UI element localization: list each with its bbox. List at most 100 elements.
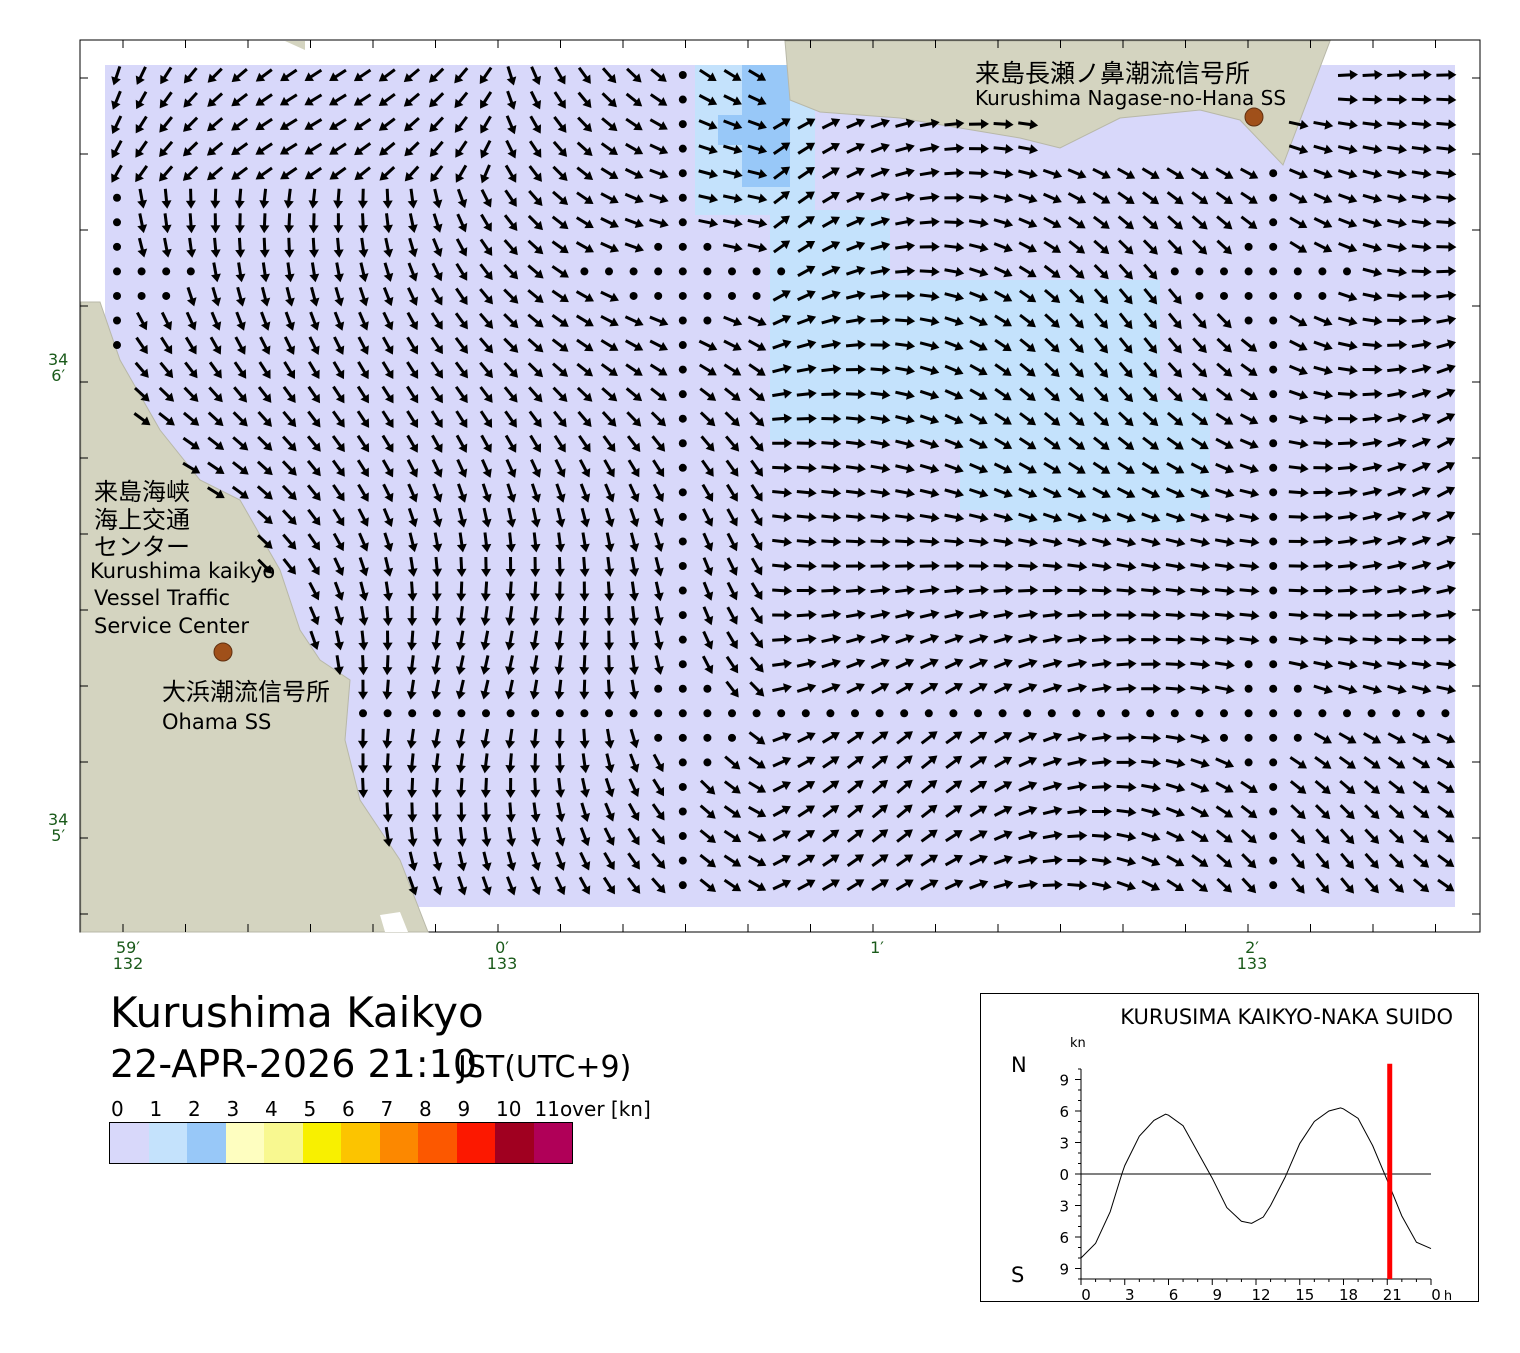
current-arrow: [1214, 659, 1235, 670]
current-arrow: [1043, 216, 1062, 229]
current-arrow: [1338, 755, 1356, 769]
current-arrow: [871, 755, 889, 770]
current-arrow: [821, 536, 842, 547]
current-arrow: [1141, 610, 1162, 621]
current-map: [79, 39, 1481, 933]
current-arrow: [821, 167, 840, 180]
current-arrow: [870, 560, 891, 571]
current-arrow: [481, 556, 492, 577]
current-arrow: [551, 338, 569, 352]
legend-label: 3: [226, 1097, 240, 1121]
station-ohama-marker[interactable]: [213, 642, 233, 662]
current-arrow: [969, 462, 989, 474]
current-arrow: [481, 826, 492, 847]
current-arrow: [723, 69, 742, 81]
current-arrow: [1411, 69, 1432, 80]
current-arrow: [256, 534, 273, 549]
current-arrow: [1362, 437, 1383, 448]
current-arrow: [1387, 364, 1408, 375]
current-arrow: [1116, 856, 1137, 867]
current-arrow: [1436, 584, 1457, 595]
current-vectors: [111, 65, 1457, 896]
current-arrow: [629, 507, 640, 528]
current-arrow: [530, 532, 541, 553]
current-arrow: [1215, 412, 1234, 425]
current-arrow: [579, 606, 590, 627]
current-arrow: [1436, 290, 1457, 301]
current-arrow: [651, 828, 666, 845]
current-arrow: [944, 340, 964, 351]
current-arrow: [944, 413, 964, 425]
current-arrow: [456, 777, 467, 798]
current-arrow: [1116, 610, 1137, 621]
current-arrow: [284, 213, 295, 234]
current-arrow: [602, 876, 615, 895]
current-arrow: [332, 361, 345, 380]
current-arrow: [231, 117, 249, 131]
current-arrow: [309, 311, 320, 331]
current-arrow: [231, 142, 249, 156]
current-arrow: [845, 634, 866, 644]
current-arrow: [579, 827, 591, 847]
current-arrow: [969, 315, 988, 327]
current-arrow: [725, 483, 738, 502]
calm-point: [1269, 635, 1278, 644]
current-arrow: [1214, 635, 1235, 645]
station-nagase-marker[interactable]: [1244, 107, 1264, 127]
legend-swatch: [533, 1123, 572, 1163]
current-arrow: [1166, 830, 1185, 842]
current-arrow: [1190, 634, 1211, 645]
current-arrow: [1337, 438, 1358, 449]
current-arrow: [281, 484, 297, 501]
current-arrow: [625, 92, 643, 107]
calm-point: [1293, 709, 1302, 718]
current-arrow: [846, 241, 866, 252]
current-arrow: [234, 188, 245, 209]
current-arrow: [1069, 312, 1084, 329]
current-arrow: [920, 879, 939, 891]
current-arrow: [772, 634, 793, 645]
current-arrow: [1313, 217, 1333, 229]
y-tick-label: 3: [1059, 1198, 1069, 1216]
current-arrow: [306, 484, 321, 501]
current-arrow: [920, 780, 938, 794]
current-arrow: [920, 804, 938, 819]
current-arrow: [160, 311, 173, 331]
current-arrow: [945, 830, 963, 843]
current-arrow: [455, 630, 466, 651]
current-arrow: [773, 191, 790, 205]
current-arrow: [530, 777, 541, 798]
current-arrow: [429, 116, 445, 133]
current-arrow: [796, 658, 817, 669]
current-arrow: [1091, 781, 1112, 792]
current-arrow: [304, 68, 323, 81]
current-arrow: [1166, 436, 1184, 450]
current-arrow: [772, 462, 793, 473]
current-arrow: [1387, 193, 1407, 204]
current-arrow: [651, 877, 666, 894]
current-arrow: [505, 728, 516, 749]
current-arrow: [1436, 119, 1457, 130]
place-ohama-en: Ohama SS: [162, 710, 272, 734]
x-axis-unit: h: [1444, 1289, 1452, 1303]
current-arrow: [600, 315, 619, 327]
current-arrow: [358, 679, 369, 700]
current-arrow: [796, 388, 817, 399]
current-arrow: [993, 561, 1014, 572]
current-arrow: [845, 438, 866, 449]
current-arrow: [455, 679, 466, 700]
current-arrow: [1141, 167, 1160, 180]
current-arrow: [994, 412, 1012, 425]
current-arrow: [993, 143, 1014, 154]
calm-point: [703, 733, 712, 742]
current-arrow: [431, 777, 442, 798]
current-arrow: [1314, 804, 1331, 820]
current-arrow: [1290, 852, 1305, 870]
current-arrow: [920, 854, 939, 867]
current-arrow: [629, 679, 640, 700]
current-arrow: [1118, 288, 1133, 305]
current-arrow: [231, 92, 249, 107]
current-arrow: [579, 556, 590, 577]
current-arrow: [282, 533, 297, 550]
current-arrow: [603, 827, 615, 846]
